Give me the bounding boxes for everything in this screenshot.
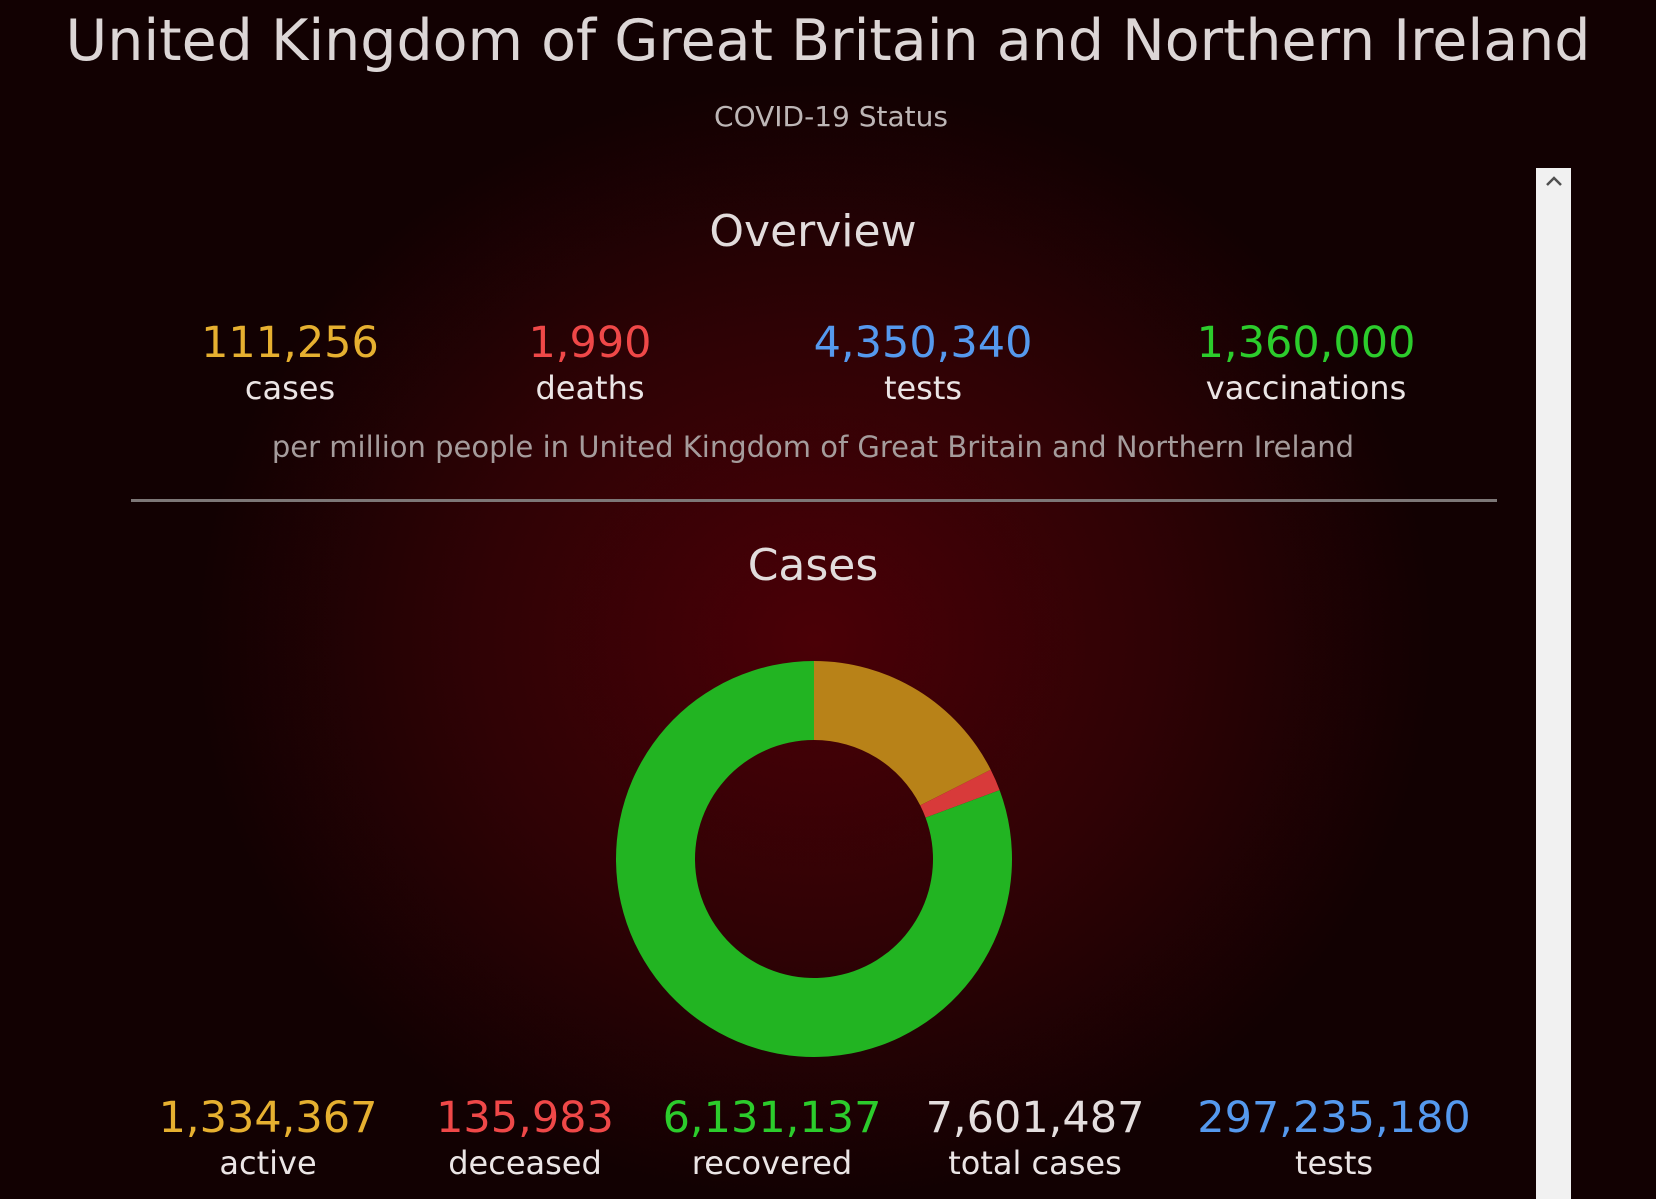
cases-deceased-value: 135,983 xyxy=(436,1093,614,1143)
overview-stat-deaths: 1,990 deaths xyxy=(430,318,750,408)
cases-stat-total: 7,601,487 total cases xyxy=(875,1093,1195,1183)
overview-cases-value: 111,256 xyxy=(201,318,379,368)
cases-stat-recovered: 6,131,137 recovered xyxy=(612,1093,932,1183)
content-panel: Overview 111,256 cases 1,990 deaths 4,35… xyxy=(0,168,1536,1199)
overview-deaths-value: 1,990 xyxy=(528,318,652,368)
cases-recovered-label: recovered xyxy=(691,1144,853,1182)
overview-tests-value: 4,350,340 xyxy=(813,318,1033,368)
cases-stat-active: 1,334,367 active xyxy=(108,1093,428,1183)
overview-stat-cases: 111,256 cases xyxy=(130,318,450,408)
cases-deceased-label: deceased xyxy=(448,1144,602,1182)
section-divider xyxy=(131,499,1497,502)
page-title: United Kingdom of Great Britain and Nort… xyxy=(65,8,1591,74)
overview-vaccinations-value: 1,360,000 xyxy=(1196,318,1416,368)
cases-tests-value: 297,235,180 xyxy=(1197,1093,1471,1143)
overview-heading: Overview xyxy=(709,206,917,257)
cases-recovered-value: 6,131,137 xyxy=(662,1093,882,1143)
overview-stat-vaccinations: 1,360,000 vaccinations xyxy=(1146,318,1466,408)
cases-stat-tests: 297,235,180 tests xyxy=(1174,1093,1494,1183)
cases-donut-chart xyxy=(616,661,1012,1057)
donut-slice-deceased xyxy=(920,769,1000,818)
overview-tests-label: tests xyxy=(883,369,963,407)
cases-tests-label: tests xyxy=(1294,1144,1374,1182)
vertical-scrollbar[interactable] xyxy=(1536,168,1571,1199)
overview-stat-tests: 4,350,340 tests xyxy=(763,318,1083,408)
donut-slice-active xyxy=(814,661,991,806)
cases-total-label: total cases xyxy=(948,1144,1122,1182)
cases-total-value: 7,601,487 xyxy=(925,1093,1145,1143)
page-subtitle: COVID-19 Status xyxy=(714,100,948,133)
overview-vaccinations-label: vaccinations xyxy=(1205,369,1407,407)
per-million-note: per million people in United Kingdom of … xyxy=(271,430,1355,464)
overview-cases-label: cases xyxy=(244,369,336,407)
cases-stat-deceased: 135,983 deceased xyxy=(365,1093,685,1183)
donut-slice-recovered xyxy=(616,661,1012,1057)
chevron-up-icon[interactable] xyxy=(1545,174,1563,188)
cases-active-label: active xyxy=(219,1144,317,1182)
cases-active-value: 1,334,367 xyxy=(158,1093,378,1143)
overview-deaths-label: deaths xyxy=(535,369,645,407)
cases-heading: Cases xyxy=(747,540,879,591)
